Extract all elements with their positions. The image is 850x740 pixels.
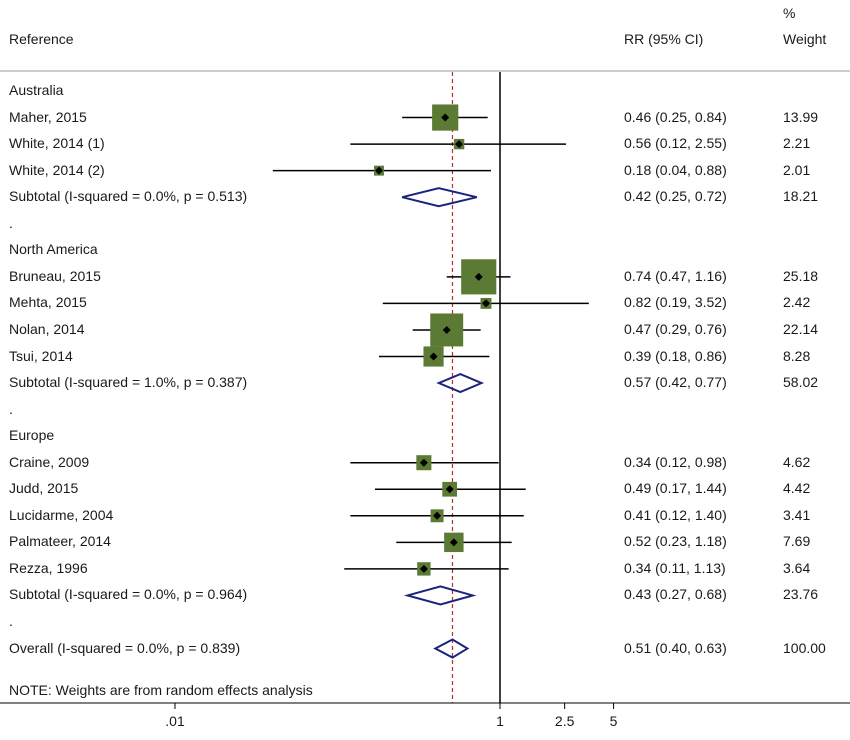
weight-value: 3.64 [783, 559, 811, 576]
point-estimate-marker [374, 166, 383, 175]
study-label: White, 2014 (2) [9, 161, 105, 178]
weight-value: 18.21 [783, 188, 819, 205]
rr-ci-value: 0.46 (0.25, 0.84) [624, 108, 727, 125]
rr-ci-value: 0.41 (0.12, 1.40) [624, 506, 727, 523]
weight-value: 2.21 [783, 135, 811, 152]
rr-ci-value: 0.56 (0.12, 2.55) [624, 135, 727, 152]
spacer-dot: . [9, 214, 13, 231]
weight-value: 8.28 [783, 347, 811, 364]
rr-ci-value: 0.43 (0.27, 0.68) [624, 586, 727, 603]
header-percent: % [783, 5, 796, 21]
rr-ci-value: 0.42 (0.25, 0.72) [624, 188, 727, 205]
point-estimate-marker [419, 564, 428, 573]
group-label: North America [9, 241, 98, 258]
overall-label: Overall (I-squared = 0.0%, p = 0.839) [9, 639, 241, 656]
weight-value: 100.00 [783, 639, 826, 656]
point-estimate-marker [429, 352, 438, 361]
overall-diamond [433, 638, 470, 659]
subtotal-diamond [401, 187, 478, 208]
study-label: Palmateer, 2014 [9, 533, 111, 550]
x-tick-label: .01 [165, 713, 185, 729]
weight-value: 58.02 [783, 374, 819, 391]
study-label: Rezza, 1996 [9, 559, 88, 576]
study-label: Maher, 2015 [9, 108, 87, 125]
spacer-dot: . [9, 400, 13, 417]
point-estimate-marker [455, 140, 464, 149]
point-estimate-marker [433, 511, 442, 520]
subtotal-diamond [436, 372, 485, 394]
weight-value: 2.42 [783, 294, 811, 311]
weight-value: 23.76 [783, 586, 819, 603]
rr-ci-value: 0.18 (0.04, 0.88) [624, 161, 727, 178]
rr-ci-value: 0.39 (0.18, 0.86) [624, 347, 727, 364]
rr-ci-value: 0.49 (0.17, 1.44) [624, 480, 727, 497]
group-label: Australia [9, 82, 64, 98]
rr-ci-value: 0.57 (0.42, 0.77) [624, 374, 727, 391]
rr-ci-value: 0.34 (0.11, 1.13) [624, 559, 726, 576]
rr-ci-value: 0.34 (0.12, 0.98) [624, 453, 727, 470]
weight-value: 25.18 [783, 267, 819, 284]
spacer-dot: . [9, 613, 13, 629]
point-estimate-marker [481, 299, 490, 308]
study-label: Tsui, 2014 [9, 347, 73, 364]
subtotal-label: Subtotal (I-squared = 0.0%, p = 0.964) [9, 586, 248, 603]
weight-value: 13.99 [783, 108, 819, 125]
rr-ci-value: 0.47 (0.29, 0.76) [624, 320, 727, 337]
study-label: Judd, 2015 [9, 480, 79, 497]
study-label: Mehta, 2015 [9, 294, 87, 311]
weight-value: 2.01 [783, 161, 811, 178]
subtotal-label: Subtotal (I-squared = 0.0%, p = 0.513) [9, 188, 248, 205]
subtotal-label: Subtotal (I-squared = 1.0%, p = 0.387) [9, 374, 248, 391]
point-estimate-marker [474, 272, 483, 281]
x-tick-label: 1 [496, 713, 504, 729]
study-label: Lucidarme, 2004 [9, 506, 114, 523]
x-tick-label: 5 [609, 713, 618, 729]
study-label: Craine, 2009 [9, 453, 90, 470]
study-label: Bruneau, 2015 [9, 267, 101, 284]
point-estimate-marker [445, 485, 454, 494]
weight-value: 7.69 [783, 533, 811, 550]
header-rr: RR (95% CI) [624, 31, 704, 47]
weight-value: 4.42 [783, 480, 811, 497]
group-label: Europe [9, 427, 55, 444]
point-estimate-marker [441, 113, 450, 122]
weight-value: 3.41 [783, 506, 811, 523]
header-reference: Reference [9, 31, 74, 47]
header-weight: Weight [783, 31, 827, 47]
weights-note: NOTE: Weights are from random effects an… [9, 682, 313, 698]
point-estimate-marker [442, 325, 451, 334]
study-label: White, 2014 (1) [9, 135, 105, 152]
rr-ci-value: 0.51 (0.40, 0.63) [624, 639, 727, 656]
rr-ci-value: 0.52 (0.23, 1.18) [624, 533, 727, 550]
point-estimate-marker [419, 458, 428, 467]
rr-ci-value: 0.74 (0.47, 1.16) [624, 267, 727, 284]
subtotal-diamond [403, 585, 477, 606]
weight-value: 22.14 [783, 320, 819, 337]
point-estimate-marker [449, 538, 458, 547]
weight-value: 4.62 [783, 453, 811, 470]
rr-ci-value: 0.82 (0.19, 3.52) [624, 294, 727, 311]
x-tick-label: 2.5 [554, 713, 575, 729]
study-label: Nolan, 2014 [9, 320, 85, 337]
